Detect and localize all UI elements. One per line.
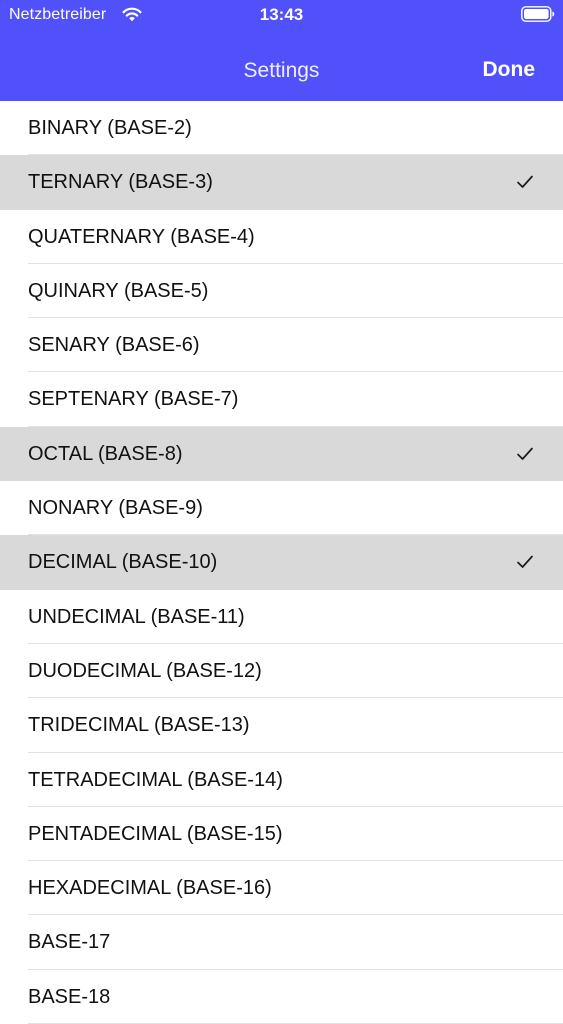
base-row-label: BASE-17 (28, 931, 111, 954)
navigation-header: Netzbetreiber 13:43 Settings Done (0, 0, 563, 101)
base-row-label: HEXADECIMAL (BASE-16) (28, 877, 272, 900)
base-row-label: DECIMAL (BASE-10) (28, 551, 218, 574)
checkmark-icon (517, 175, 533, 189)
base-row[interactable]: BASE-17 (0, 915, 563, 971)
base-row[interactable]: TRIDECIMAL (BASE-13) (0, 698, 563, 753)
base-row[interactable]: DUODECIMAL (BASE-12) (0, 643, 563, 699)
base-row-label: QUINARY (BASE-5) (28, 279, 209, 302)
base-row[interactable]: HEXADECIMAL (BASE-16) (0, 861, 563, 916)
base-row[interactable]: SEPTENARY (BASE-7) (0, 372, 563, 428)
base-row[interactable]: QUINARY (BASE-5) (0, 263, 563, 319)
base-row-label: TETRADECIMAL (BASE-14) (28, 768, 283, 791)
base-row[interactable]: NONARY (BASE-9) (0, 481, 563, 536)
page-title: Settings (243, 59, 320, 82)
base-row-label: TERNARY (BASE-3) (28, 171, 213, 194)
base-row[interactable]: SENARY (BASE-6) (0, 318, 563, 373)
base-row[interactable]: TETRADECIMAL (BASE-14) (0, 752, 563, 808)
base-row-label: SENARY (BASE-6) (28, 334, 200, 357)
checkmark-icon (517, 556, 533, 569)
checkmark-icon (517, 447, 533, 460)
battery-icon (521, 6, 555, 22)
base-row[interactable]: UNDECIMAL (BASE-11) (0, 589, 563, 645)
base-row[interactable]: QUATERNARY (BASE-4) (0, 209, 563, 265)
base-row[interactable]: DECIMAL (BASE-10) (0, 535, 563, 590)
base-row[interactable]: BASE-18 (0, 969, 563, 1024)
base-row[interactable]: PENTADECIMAL (BASE-15) (0, 806, 563, 862)
base-row-label: DUODECIMAL (BASE-12) (28, 659, 262, 682)
status-time: 13:43 (259, 5, 304, 24)
base-row-label: NONARY (BASE-9) (28, 497, 203, 520)
wifi-icon (122, 7, 142, 22)
carrier-name: Netzbetreiber (9, 6, 107, 23)
base-row-label: BASE-18 (28, 985, 111, 1008)
base-row-label: BINARY (BASE-2) (28, 117, 192, 139)
base-row-label: QUATERNARY (BASE-4) (28, 225, 255, 248)
base-row-label: OCTAL (BASE-8) (28, 442, 183, 465)
base-row-label: UNDECIMAL (BASE-11) (28, 605, 245, 628)
base-list: BINARY (BASE-2) TERNARY (BASE-3) QUATERNAR… (0, 101, 563, 1024)
done-button[interactable]: Done (482, 58, 536, 81)
base-row[interactable]: BINARY (BASE-2) (0, 101, 563, 156)
base-row-label: TRIDECIMAL (BASE-13) (28, 714, 250, 737)
base-row[interactable]: TERNARY (BASE-3) (0, 155, 563, 210)
base-row[interactable]: OCTAL (BASE-8) (0, 426, 563, 482)
base-row-label: PENTADECIMAL (BASE-15) (28, 822, 283, 845)
base-row-label: SEPTENARY (BASE-7) (28, 388, 239, 411)
status-bar: Netzbetreiber 13:43 (0, 0, 563, 30)
